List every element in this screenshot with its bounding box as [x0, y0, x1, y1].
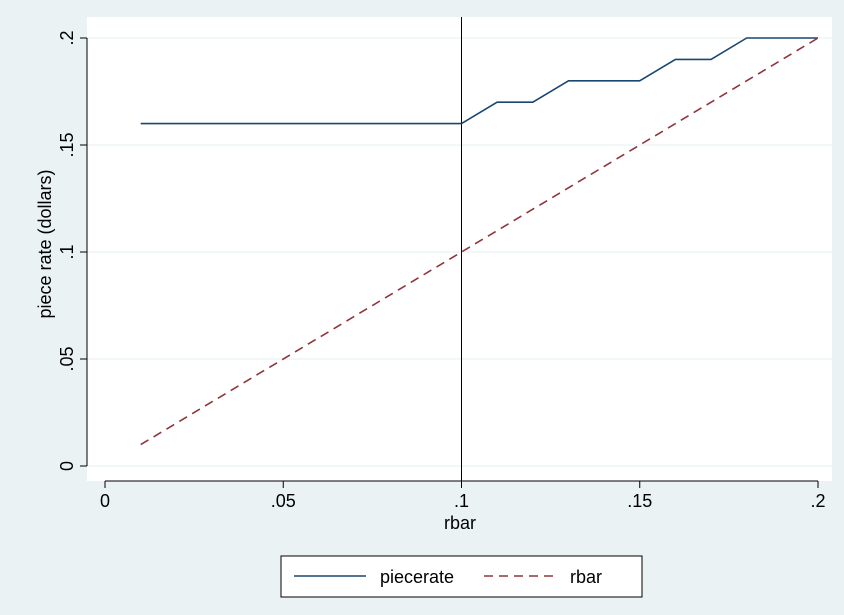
legend-label-rbar: rbar: [570, 567, 602, 587]
plot-area: [87, 17, 832, 481]
gridlines: [87, 37, 832, 467]
series-lines: [140, 37, 819, 446]
x-tick-label: .1: [454, 491, 469, 511]
series-line-rbar: [140, 37, 819, 446]
legend: piecerate rbar: [280, 555, 643, 598]
y-tick-label: .15: [57, 132, 77, 157]
x-axis-label: rbar: [444, 513, 476, 533]
y-tick-label: .2: [57, 30, 77, 45]
axes: 0 .05 .1 .15 .2 0 .05 .1 .15 .2: [57, 30, 826, 511]
x-tick-label: .15: [627, 491, 652, 511]
series-line-piecerate: [140, 37, 818, 125]
y-axis-label: piece rate (dollars): [35, 169, 55, 318]
y-tick-label: .05: [57, 346, 77, 371]
x-tick-label: 0: [100, 491, 110, 511]
y-tick-label: .1: [57, 244, 77, 259]
y-tick-label: 0: [57, 461, 77, 471]
x-tick-label: .05: [271, 491, 296, 511]
legend-label-piecerate: piecerate: [380, 567, 454, 587]
x-tick-label: .2: [810, 491, 825, 511]
